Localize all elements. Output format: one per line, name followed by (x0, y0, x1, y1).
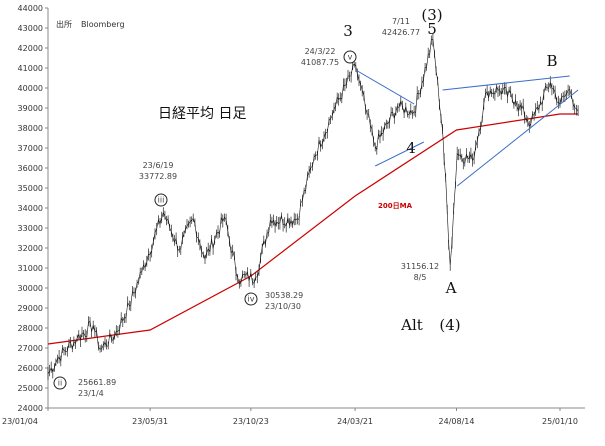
annotation-text-ii: 23/1/4 (78, 389, 104, 398)
annotation-text-v: 41087.75 (301, 58, 339, 67)
label-layer: 出所 Bloomberg 日経平均 日足 200日MA 3 (3)5 4 B A Alt (… (56, 6, 558, 334)
x-tick-label: 24/08/14 (439, 417, 475, 426)
trendline (355, 69, 415, 105)
x-tick-label: 23/01/04 (2, 417, 38, 426)
y-tick-label: 24000 (18, 404, 43, 413)
price-layer (47, 32, 579, 380)
y-tick-label: 39000 (18, 104, 43, 113)
wave-circle-v (343, 50, 357, 64)
y-tick-label: 32000 (18, 244, 43, 253)
wave-label: 3 (343, 22, 353, 40)
y-tick-label: 43000 (18, 24, 43, 33)
y-tick-label: 44000 (18, 4, 43, 13)
y-tick-label: 40000 (18, 84, 43, 93)
x-tick-label: 23/05/31 (132, 417, 168, 426)
wave-label: 4 (406, 139, 416, 157)
axes: 24000 25000 26000 27000 28000 29000 30000 31000… (2, 4, 585, 426)
wave-roman-iii: iii (158, 196, 165, 205)
y-tick-label: 38000 (18, 124, 43, 133)
y-tick-label: 33000 (18, 224, 43, 233)
chart-title: 日経平均 日足 (158, 106, 246, 122)
wave-circle-iii (154, 193, 168, 207)
y-tick-label: 41000 (18, 64, 43, 73)
y-tick-label: 42000 (18, 44, 43, 53)
annotation-text-low: 8/5 (414, 273, 427, 282)
ma-label: 200日MA (378, 202, 413, 210)
wave-label: Alt (400, 316, 423, 334)
wave-circle-iv (244, 292, 258, 306)
trendline (374, 141, 425, 167)
wave-label: (4) (439, 316, 460, 334)
trendline (456, 89, 579, 187)
ma-line (47, 113, 579, 345)
source-name: Bloomberg (81, 20, 125, 29)
source-label: 出所 (56, 19, 72, 29)
annotation-layer: ii 25661.89 23/1/4 iii 23/6/19 33772.89 iv 3053… (53, 17, 439, 398)
ma-layer (47, 113, 579, 345)
wave-roman-ii: ii (58, 379, 62, 388)
y-tick-label: 29000 (18, 304, 43, 313)
x-tick-label: 23/10/23 (233, 417, 269, 426)
y-tick-label: 34000 (18, 204, 43, 213)
annotation-text-iii: 33772.89 (139, 172, 177, 181)
annotation-text-ii: 25661.89 (78, 378, 116, 387)
wave-circle-ii (53, 376, 67, 390)
annotation-text-peak: 7/11 (392, 17, 410, 26)
annotation-text-iii: 23/6/19 (143, 161, 174, 170)
wave-label: A (445, 279, 457, 297)
price-line (47, 39, 579, 374)
annotation-text-iv: 23/10/30 (265, 302, 301, 311)
y-tick-label: 37000 (18, 144, 43, 153)
annotation-text-peak: 42426.77 (382, 28, 420, 37)
y-tick-label: 35000 (18, 184, 43, 193)
y-tick-label: 26000 (18, 364, 43, 373)
y-tick-label: 27000 (18, 344, 43, 353)
wave-label: B (546, 52, 557, 70)
trend-layer (355, 69, 579, 187)
annotation-text-v: 24/3/22 (305, 47, 336, 56)
wave-roman-v: v (348, 53, 353, 62)
wave-roman-iv: iv (248, 295, 255, 304)
y-tick-label: 31000 (18, 264, 43, 273)
y-tick-label: 36000 (18, 164, 43, 173)
trendline (442, 75, 570, 91)
annotation-text-iv: 30538.29 (265, 291, 303, 300)
wave-label: 5 (427, 20, 437, 38)
y-tick-label: 30000 (18, 284, 43, 293)
annotation-text-low: 31156.12 (401, 262, 439, 271)
y-tick-label: 28000 (18, 324, 43, 333)
x-tick-label: 25/01/10 (542, 417, 578, 426)
wave-label: (3) (421, 6, 442, 24)
y-tick-label: 25000 (18, 384, 43, 393)
x-tick-label: 24/03/21 (337, 417, 373, 426)
